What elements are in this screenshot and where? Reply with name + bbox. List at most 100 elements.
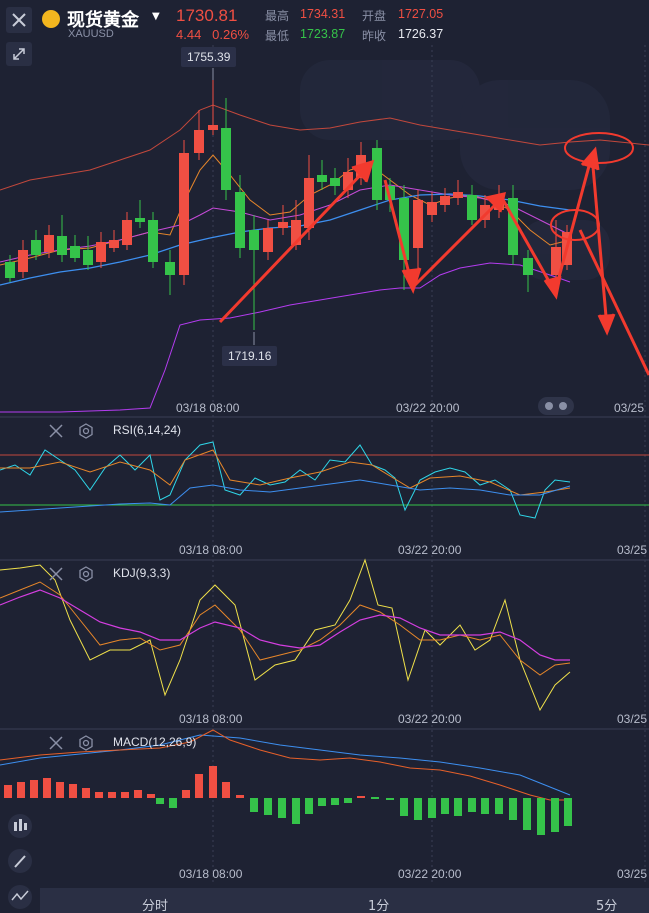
macd-bar — [121, 792, 129, 798]
macd-bar — [495, 798, 503, 814]
macd-bar — [371, 797, 379, 799]
kdj-k-line — [0, 581, 571, 676]
macd-label: MACD(12,26,9) — [113, 735, 197, 749]
macd-bar — [386, 798, 394, 800]
rsi14-line — [0, 449, 571, 496]
macd-bar — [523, 798, 531, 830]
candle-body — [83, 250, 93, 265]
close-button[interactable] — [6, 7, 32, 33]
candle-body — [57, 236, 67, 255]
time-gridlines — [212, 45, 646, 885]
macd-bar — [331, 798, 339, 805]
open-value: 1727.05 — [398, 7, 444, 21]
trend-annotations — [218, 132, 649, 376]
kdj-settings-icon[interactable] — [78, 566, 94, 582]
draw-tool-button[interactable] — [6, 848, 34, 874]
candlestick-icon — [8, 814, 32, 838]
macd-histogram — [4, 766, 572, 835]
macd-bar — [69, 784, 77, 798]
pane-toggle-dots[interactable] — [538, 397, 574, 415]
macd-bar — [292, 798, 300, 824]
candle-body — [31, 240, 41, 255]
gold-coin-icon — [42, 10, 60, 28]
tab-1min[interactable]: 1分 — [368, 899, 390, 913]
kdj-d-line — [0, 589, 570, 661]
candle-body — [291, 220, 301, 245]
candle-body — [263, 228, 273, 252]
candle-body — [480, 205, 490, 220]
main-time-label: 03/22 20:00 — [396, 401, 460, 415]
macd-time-label: 03/25 — [617, 867, 648, 881]
close-kdj-icon[interactable] — [48, 566, 64, 582]
candle-body — [5, 262, 15, 278]
macd-bar — [236, 795, 244, 798]
candle-body — [330, 178, 340, 186]
candle-body — [70, 246, 80, 258]
macd-bar — [454, 798, 462, 816]
candle-body — [96, 242, 106, 262]
candle-body — [343, 172, 353, 190]
macd-bar — [344, 798, 352, 803]
candle-body — [551, 247, 561, 275]
candle-style-button[interactable] — [6, 813, 34, 839]
price-change: 4.44 0.26% — [176, 27, 249, 42]
rsi-time-label: 03/25 — [617, 543, 648, 557]
candle-body — [304, 178, 314, 228]
rsi-time-label: 03/18 08:00 — [179, 543, 243, 557]
macd-bar — [156, 798, 164, 804]
macd-dea-line — [0, 734, 571, 796]
kdj-time-label: 03/22 20:00 — [398, 712, 462, 726]
tab-5min[interactable]: 5分 — [596, 899, 618, 913]
kdj-label: KDJ(9,3,3) — [113, 566, 171, 580]
indicator-button[interactable] — [6, 884, 34, 910]
pencil-icon — [8, 849, 32, 873]
macd-bar — [400, 798, 408, 816]
chevron-down-icon[interactable]: ▼ — [152, 11, 160, 22]
macd-settings-icon[interactable] — [78, 735, 94, 751]
high-value: 1734.31 — [300, 7, 346, 21]
macd-bar — [4, 785, 12, 798]
macd-bar — [182, 790, 190, 798]
close-macd-icon[interactable] — [48, 735, 64, 751]
candle-body — [413, 200, 423, 248]
indicator-icon — [8, 885, 32, 909]
macd-bar — [147, 794, 155, 798]
last-price: 1730.81 — [176, 6, 238, 25]
candle-body — [453, 192, 463, 198]
candle-body — [523, 258, 533, 275]
macd-bar — [414, 798, 422, 820]
prev-close-label: 昨收 — [362, 29, 387, 43]
tab-timeshare[interactable]: 分时 — [142, 899, 169, 913]
macd-bar — [134, 790, 142, 798]
close-rsi-icon[interactable] — [48, 423, 64, 439]
macd-time-label: 03/22 20:00 — [398, 867, 462, 881]
rsi-settings-icon[interactable] — [78, 423, 94, 439]
candle-body — [135, 218, 145, 222]
candle-body — [467, 195, 477, 220]
candle-body — [385, 186, 395, 200]
instrument-title[interactable]: 现货黄金 — [67, 10, 139, 31]
main-time-label: 03/18 08:00 — [176, 401, 240, 415]
change-percent: 0.26% — [212, 27, 250, 42]
candle-body — [148, 220, 158, 262]
candle-body — [194, 130, 204, 153]
macd-bar — [564, 798, 572, 826]
rsi-time-label: 03/22 20:00 — [398, 543, 462, 557]
macd-time-label: 03/18 08:00 — [179, 867, 243, 881]
macd-dif-line — [0, 729, 570, 801]
rsi24-line — [0, 479, 571, 513]
quote-header — [0, 0, 649, 46]
macd-bar — [357, 796, 365, 798]
macd-bar — [509, 798, 517, 820]
macd-bar — [30, 780, 38, 798]
close-icon — [12, 13, 26, 27]
candle-body — [399, 198, 409, 260]
macd-bar — [108, 792, 116, 798]
high-label: 最高 — [265, 9, 290, 23]
collapse-button[interactable] — [6, 42, 32, 66]
macd-bar — [43, 778, 51, 798]
low-value: 1723.87 — [300, 27, 346, 41]
prev-close-value: 1726.37 — [398, 27, 444, 41]
candle-body — [372, 148, 382, 200]
